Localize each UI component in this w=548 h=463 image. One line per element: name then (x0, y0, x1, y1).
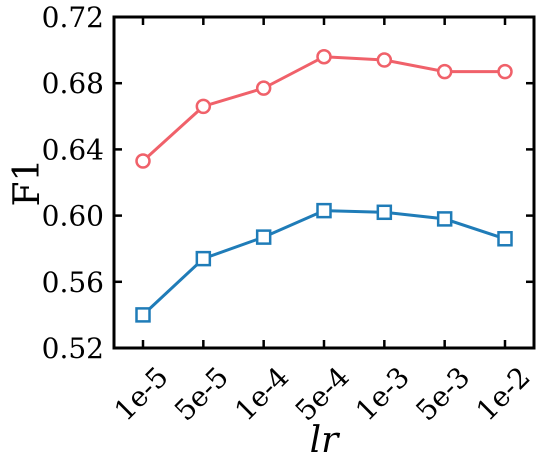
series-layer (135, 48, 513, 323)
data-point-square (436, 211, 453, 227)
data-point-square (255, 229, 272, 245)
y-tick-label: 0.52 (42, 332, 104, 365)
data-point-circle (376, 52, 393, 68)
data-point-square (497, 231, 513, 247)
y-axis: 0.52 0.56 0.60 0.64 0.68 0.72 (42, 1, 534, 365)
data-point-square (195, 250, 212, 267)
data-point-square (316, 202, 332, 219)
data-point-circle (255, 80, 272, 96)
y-tick-label: 0.68 (42, 67, 104, 100)
data-point-square (135, 307, 151, 323)
x-axis-title: lr (310, 420, 341, 461)
data-point-circle (497, 63, 513, 80)
data-point-circle (135, 153, 151, 169)
data-point-circle (316, 48, 332, 65)
y-tick-label: 0.64 (42, 133, 104, 166)
series-2 (135, 202, 513, 323)
y-tick-label: 0.60 (42, 200, 104, 233)
data-point-square (376, 204, 393, 221)
series-1 (135, 48, 513, 169)
y-axis-title: F1 (7, 159, 48, 207)
y-tick-label: 0.56 (42, 266, 104, 299)
y-tick-label: 0.72 (42, 1, 104, 34)
data-point-circle (195, 98, 212, 115)
data-point-circle (436, 63, 453, 80)
